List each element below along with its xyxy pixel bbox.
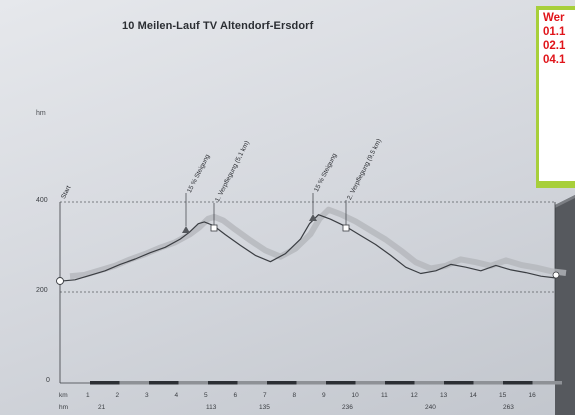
distance-segment — [90, 381, 120, 385]
distance-segment — [414, 381, 444, 385]
km-tick: 9 — [322, 392, 326, 399]
km-tick: 8 — [292, 392, 297, 399]
hm-tick: 240 — [425, 404, 436, 411]
aid2-marker — [342, 224, 350, 232]
distance-bar — [90, 381, 562, 385]
hm-tick: 21 — [98, 404, 106, 411]
hm-tick: 135 — [259, 404, 270, 411]
km-tick: 3 — [145, 392, 149, 399]
distance-segment — [208, 381, 238, 385]
y-tick-0: 0 — [46, 377, 50, 384]
km-tick: 4 — [174, 392, 179, 399]
y-tick-400: 400 — [36, 197, 48, 204]
distance-segment — [149, 381, 179, 385]
notice-box: Wer 01.1 02.1 04.1 — [536, 6, 575, 188]
finish-marker — [552, 271, 560, 279]
km-tick: 13 — [440, 392, 448, 399]
notice-line: Wer — [543, 12, 565, 24]
km-tick: 16 — [528, 392, 536, 399]
km-tick: 7 — [263, 392, 267, 399]
chart-title: 10 Meilen-Lauf TV Altendorf-Ersdorf — [122, 20, 314, 32]
distance-segment — [444, 381, 474, 385]
km-tick: 11 — [381, 392, 388, 399]
profile-side-top — [555, 195, 575, 208]
distance-segment — [355, 381, 385, 385]
km-tick: 15 — [499, 392, 507, 399]
climb1-marker — [182, 226, 190, 233]
hm-tick: 113 — [206, 404, 217, 411]
profile-line — [59, 214, 557, 282]
climb2-marker — [309, 214, 317, 221]
profile-side-face — [555, 195, 575, 415]
notice-panel: Wer 01.1 02.1 04.1 — [539, 10, 575, 181]
hm-tick: 236 — [342, 404, 353, 411]
km-tick: 14 — [469, 392, 477, 399]
distance-segment — [178, 381, 208, 385]
notice-line: 02.1 — [543, 40, 566, 52]
km-tick: 5 — [204, 392, 208, 399]
distance-segment — [326, 381, 356, 385]
distance-segment — [237, 381, 267, 385]
hm-tick: 263 — [503, 404, 514, 411]
distance-segment — [503, 381, 533, 385]
hm-axis-label: hm — [59, 404, 69, 411]
km-tick: 1 — [86, 392, 90, 399]
notice-line: 01.1 — [543, 26, 566, 38]
distance-segment — [296, 381, 326, 385]
start-marker — [56, 277, 64, 285]
km-tick: 6 — [233, 392, 238, 399]
distance-segment — [385, 381, 415, 385]
y-tick-200: 200 — [36, 287, 48, 294]
km-tick: 2 — [115, 392, 120, 399]
km-tick: 12 — [410, 392, 418, 399]
distance-segment — [267, 381, 297, 385]
distance-segment — [473, 381, 503, 385]
y-axis-unit: hm — [36, 110, 46, 117]
notice-line: 04.1 — [543, 54, 566, 66]
km-axis-label: km — [59, 392, 68, 399]
km-tick: 10 — [351, 392, 359, 399]
aid1-marker — [210, 224, 218, 232]
distance-segment — [119, 381, 149, 385]
profile-shadow — [69, 206, 567, 280]
distance-segment — [532, 381, 562, 385]
